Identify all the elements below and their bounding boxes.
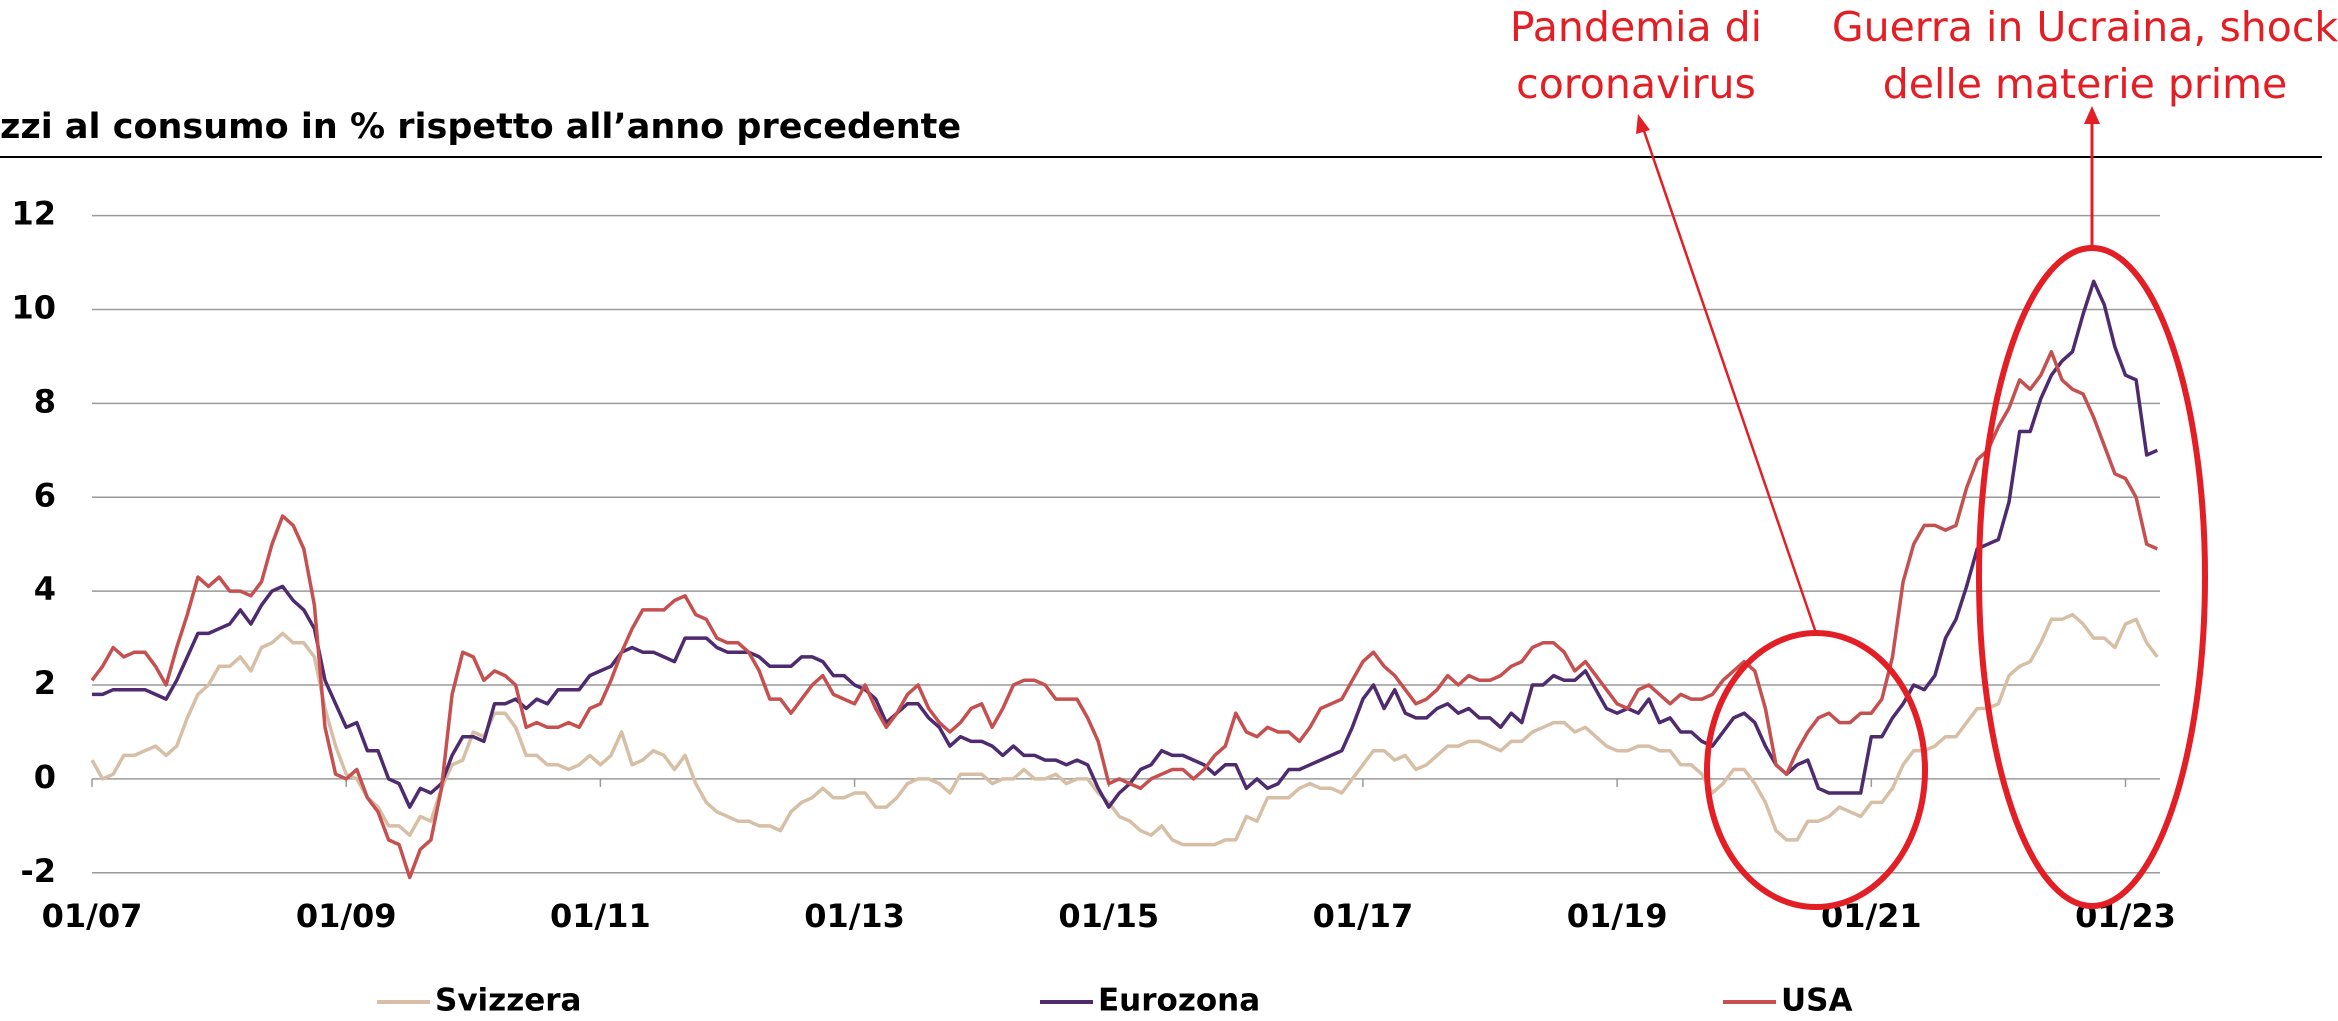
x-tick-label: 01/11 (550, 897, 651, 935)
y-tick-label: 0 (34, 758, 56, 796)
legend-label: Svizzera (435, 983, 581, 1019)
legend-label: USA (1781, 983, 1853, 1019)
x-tick-label: 01/17 (1313, 897, 1414, 935)
x-tick-label: 01/23 (2075, 897, 2176, 935)
highlight-ellipse (1976, 245, 2208, 909)
legend-label: Eurozona (1098, 983, 1260, 1019)
annotation: coronavirus (1516, 60, 1756, 108)
arrow (1641, 127, 1818, 634)
y-tick-label: 8 (34, 382, 56, 420)
series-line (90, 349, 2159, 880)
x-tick-label: 01/19 (1567, 897, 1668, 935)
x-tick-label: 01/15 (1058, 897, 1159, 935)
series-line (92, 279, 2159, 809)
y-tick-label: 2 (34, 664, 56, 702)
arrow-head (2084, 106, 2100, 124)
y-tick-label: 12 (11, 195, 56, 233)
annotation: Guerra in Ucraina, shock (1832, 3, 2338, 51)
annotations (1636, 106, 2208, 910)
x-tick-label: 01/09 (296, 897, 397, 935)
annotation: Pandemia di (1510, 3, 1762, 51)
annotation: delle materie prime (1883, 60, 2288, 108)
series-line (90, 612, 2159, 847)
plot-area: -2 0 2 4 6 8 10 12 01/07 01/09 01/11 01/13 01/15 01/1… (11, 195, 2175, 935)
chart-title: zzi al consumo in % rispetto all’anno pr… (0, 107, 961, 147)
y-tick-label: 10 (11, 288, 56, 326)
y-tick-label: 4 (34, 570, 56, 608)
y-tick-label: -2 (20, 852, 56, 890)
y-tick-label: 6 (34, 476, 56, 514)
x-tick-label: 01/07 (42, 897, 143, 935)
arrow-head (1636, 114, 1650, 134)
x-tick-label: 01/13 (804, 897, 905, 935)
